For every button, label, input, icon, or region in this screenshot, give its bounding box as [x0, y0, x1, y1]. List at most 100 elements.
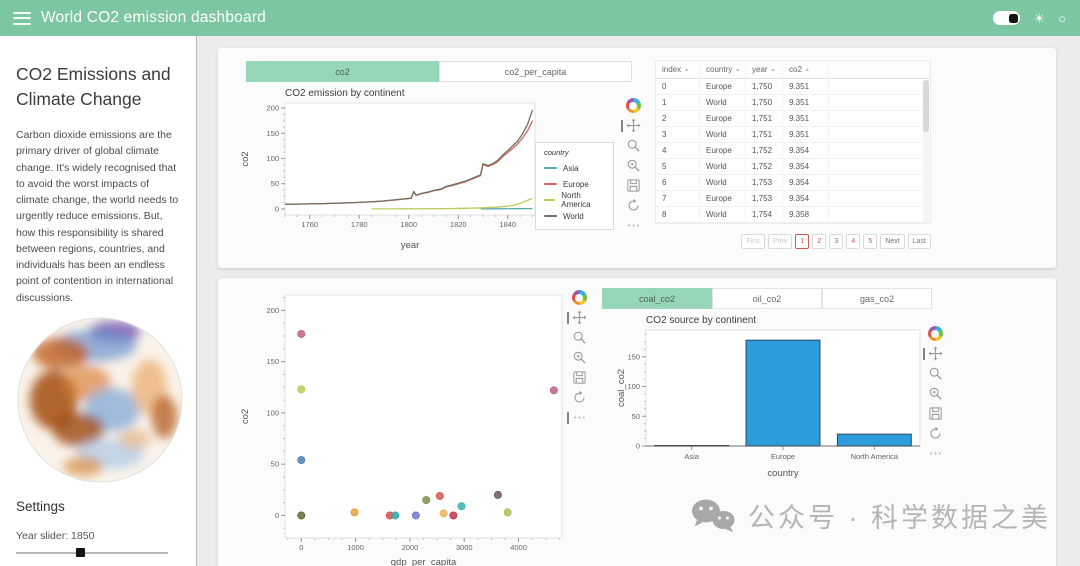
svg-text:gdp_per_capita: gdp_per_capita — [391, 557, 457, 566]
page-button-prev[interactable]: Prev — [767, 234, 793, 249]
main-content: co2 co2_per_capita CO2 emission by contin… — [198, 36, 1080, 566]
sort-icon[interactable]: ▴ — [805, 67, 809, 73]
table-row[interactable]: 5 World 1,752 9.354 — [656, 159, 930, 175]
save-tool-icon[interactable] — [626, 178, 641, 193]
table-cell: 9.354 — [783, 159, 829, 174]
table-cell: 1,753 — [746, 175, 783, 190]
svg-text:0: 0 — [275, 204, 279, 213]
source-panel-card: gdp_per_capita co2 0 1000 2000 3000 4000 0 50 100… — [218, 278, 1056, 566]
table-row[interactable]: 7 Europe 1,753 9.354 — [656, 191, 930, 207]
legend-title: country — [544, 148, 569, 157]
co2-gdp-scatter-chart[interactable]: gdp_per_capita co2 0 1000 2000 3000 4000 0 50 100… — [218, 278, 564, 566]
svg-text:0: 0 — [275, 511, 279, 520]
reset-tool-icon[interactable] — [572, 390, 587, 405]
page-button-next[interactable]: Next — [880, 234, 905, 249]
svg-text:50: 50 — [632, 412, 640, 421]
box-zoom-tool-icon[interactable] — [928, 366, 943, 381]
svg-text:co2: co2 — [240, 151, 251, 166]
svg-text:CO2 emission by continent: CO2 emission by continent — [285, 88, 405, 99]
tab-gas_co2[interactable]: gas_co2 — [822, 288, 932, 309]
source-tabstrip: coal_co2 oil_co2 gas_co2 — [602, 288, 932, 309]
wheel-zoom-tool-icon[interactable] — [572, 350, 587, 365]
hover-tool-icon[interactable] — [928, 446, 943, 461]
co2-source-bar-chart[interactable]: CO2 source by continent country coal_co2 0 5… — [616, 310, 936, 510]
wheel-zoom-tool-icon[interactable] — [626, 158, 641, 173]
svg-text:1760: 1760 — [301, 220, 318, 229]
pan-tool-icon[interactable] — [566, 310, 587, 325]
page-button-2[interactable]: 2 — [812, 234, 827, 249]
table-cell: 1,750 — [746, 95, 783, 110]
bokeh-logo-icon[interactable] — [927, 326, 943, 341]
legend-item-europe[interactable]: Europe — [544, 176, 605, 192]
table-row[interactable]: 0 Europe 1,750 9.351 — [656, 79, 930, 95]
bokeh-logo-icon[interactable] — [571, 290, 587, 305]
page-button-1[interactable]: 1 — [795, 234, 810, 249]
hover-tool-icon[interactable] — [566, 410, 587, 425]
chart-legend: country Asia Europe North America World — [535, 142, 614, 230]
svg-text:1780: 1780 — [351, 220, 368, 229]
co2-line-chart[interactable]: CO2 emission by continent year co2 1760 1780… — [218, 84, 648, 260]
reset-tool-icon[interactable] — [626, 198, 641, 213]
table-cell: 9.358 — [783, 207, 829, 222]
svg-text:Asia: Asia — [684, 452, 699, 461]
tab-co2[interactable]: co2 — [246, 61, 439, 82]
tab-co2_per_capita[interactable]: co2_per_capita — [439, 61, 632, 82]
table-scrollbar[interactable] — [923, 80, 929, 223]
hover-tool-icon[interactable] — [626, 218, 641, 233]
svg-text:1840: 1840 — [499, 220, 516, 229]
year-slider[interactable] — [16, 548, 168, 558]
table-row[interactable]: 8 World 1,754 9.358 — [656, 207, 930, 223]
tab-oil_co2[interactable]: oil_co2 — [712, 288, 822, 309]
pan-tool-icon[interactable] — [922, 346, 943, 361]
box-zoom-tool-icon[interactable] — [626, 138, 641, 153]
box-zoom-tool-icon[interactable] — [572, 330, 587, 345]
wheel-zoom-tool-icon[interactable] — [928, 386, 943, 401]
co2-data-table[interactable]: index ▴ country ▴ year ▴ co2 ▴ 0 Europe 1,750 9.35… — [655, 60, 931, 224]
theme-toggle-switch[interactable] — [993, 11, 1021, 25]
svg-text:150: 150 — [266, 129, 279, 138]
table-cell: 1,751 — [746, 111, 783, 126]
table-cell: 9.351 — [783, 127, 829, 142]
legend-item-asia[interactable]: Asia — [544, 160, 605, 176]
sort-icon[interactable]: ▴ — [736, 67, 740, 73]
svg-text:0: 0 — [636, 442, 640, 451]
page-button-3[interactable]: 3 — [829, 234, 844, 249]
svg-text:150: 150 — [627, 352, 640, 361]
table-row[interactable]: 1 World 1,750 9.351 — [656, 95, 930, 111]
table-row[interactable]: 4 Europe 1,752 9.354 — [656, 143, 930, 159]
earth-temperature-anomaly-image — [17, 317, 183, 483]
slider-thumb[interactable] — [76, 548, 85, 558]
bokeh-toolbar-bar-chart — [922, 326, 946, 461]
sort-icon[interactable]: ▴ — [685, 67, 689, 73]
table-row[interactable]: 6 World 1,753 9.354 — [656, 175, 930, 191]
legend-item-world[interactable]: World — [544, 208, 605, 224]
legend-item-north-america[interactable]: North America — [544, 191, 605, 209]
reset-tool-icon[interactable] — [928, 426, 943, 441]
hamburger-menu-icon[interactable] — [13, 8, 31, 28]
brightness-sun-icon[interactable]: ☀ — [1033, 10, 1046, 26]
column-header-year[interactable]: year ▴ — [746, 61, 783, 78]
page-button-last[interactable]: Last — [907, 234, 931, 249]
column-header-co2[interactable]: co2 ▴ — [783, 61, 829, 78]
save-tool-icon[interactable] — [928, 406, 943, 421]
page-button-first[interactable]: First — [741, 234, 765, 249]
sort-icon[interactable]: ▴ — [771, 67, 775, 73]
svg-text:year: year — [401, 240, 419, 251]
table-cell: 1,752 — [746, 143, 783, 158]
table-cell: 9.351 — [783, 79, 829, 94]
app-header: World CO2 emission dashboard ☀ ○ — [0, 0, 1080, 36]
page-button-4[interactable]: 4 — [846, 234, 861, 249]
bokeh-logo-icon[interactable] — [625, 98, 641, 113]
svg-text:co2: co2 — [240, 409, 251, 424]
column-header-index[interactable]: index ▴ — [656, 61, 700, 78]
save-tool-icon[interactable] — [572, 370, 587, 385]
tab-coal_co2[interactable]: coal_co2 — [602, 288, 712, 309]
table-row[interactable]: 2 Europe 1,751 9.351 — [656, 111, 930, 127]
table-row[interactable]: 3 World 1,751 9.351 — [656, 127, 930, 143]
table-cell: 0 — [656, 79, 700, 94]
page-button-5[interactable]: 5 — [863, 234, 878, 249]
column-header-country[interactable]: country ▴ — [700, 61, 746, 78]
slider-track[interactable] — [16, 551, 168, 554]
pan-tool-icon[interactable] — [620, 118, 641, 133]
